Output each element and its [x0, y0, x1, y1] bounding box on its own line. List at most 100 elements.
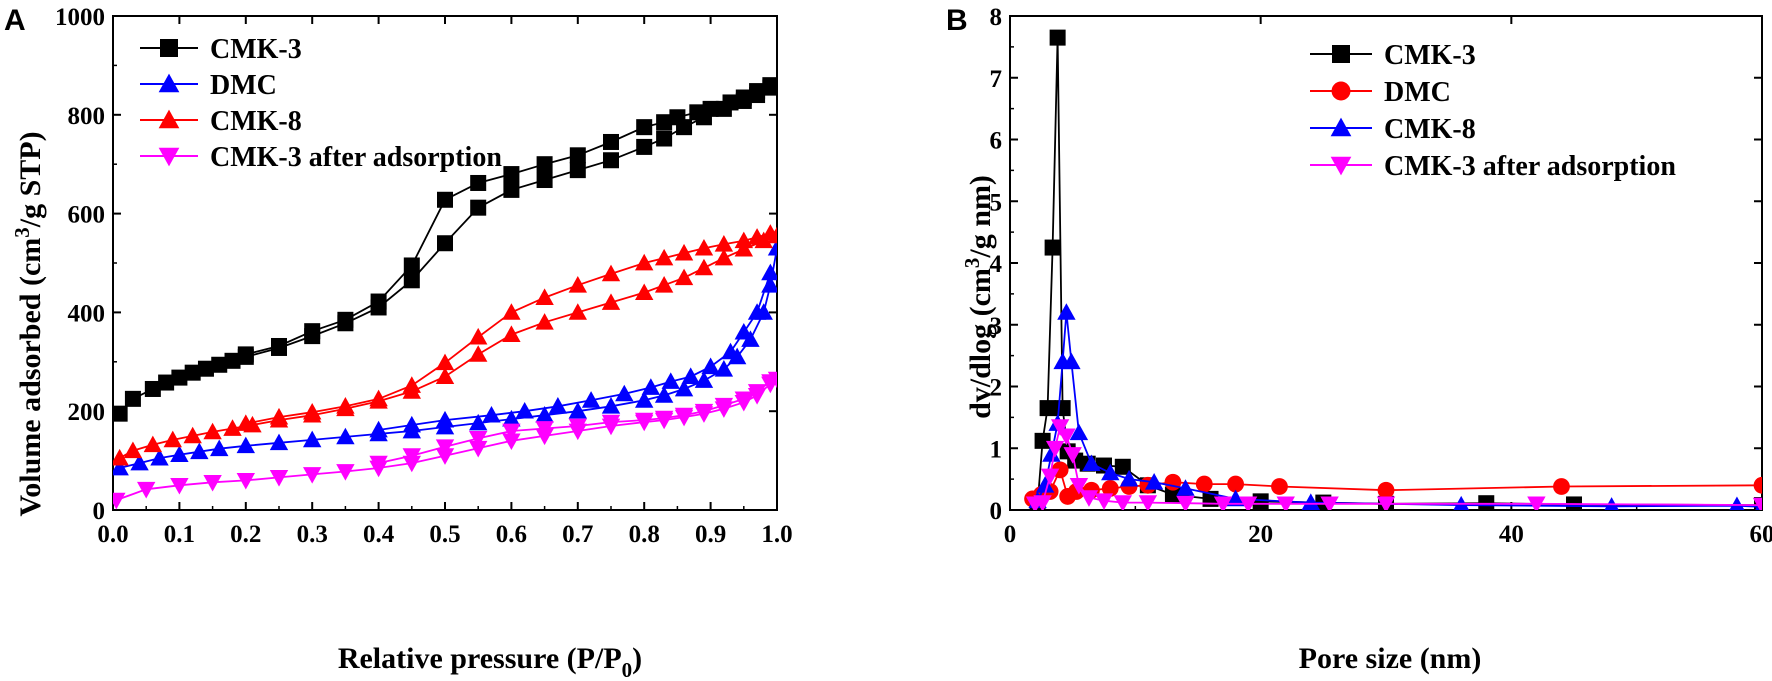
data-point-cmk-3-after-adsorption-a: [714, 397, 734, 415]
y-axis-label-a: Volume adsorbed (cm3/g STP): [10, 131, 47, 516]
data-point-cmk-3-after-adsorption-a: [674, 407, 694, 425]
legend-marker-dmc-b: [1331, 81, 1351, 101]
data-point-cmk-3-after-adsorption-b: [1376, 496, 1396, 510]
data-point-cmk-3-a: [470, 174, 487, 191]
legend-a: CMK-3 DMC CMK-8 CMK-3 after adsorption: [140, 34, 502, 173]
data-point-cmk-3-b: [1054, 400, 1071, 417]
data-point-cmk-8-a: [435, 367, 455, 384]
data-point-dmc-b: [1227, 475, 1244, 493]
legend-label-cmk-3-after-adsorption-a: CMK-3 after adsorption: [210, 142, 502, 173]
data-point-cmk-8-b: [1069, 423, 1089, 441]
data-point-cmk-8-a: [223, 419, 242, 436]
data-point-cmk-8-a: [714, 235, 734, 252]
data-point-cmk-3-a: [370, 293, 387, 310]
data-point-cmk-3-after-adsorption-a: [734, 391, 753, 409]
data-point-cmk-3-a: [735, 89, 752, 106]
legend-marker-cmk-8-b: [1330, 117, 1352, 137]
data-point-cmk-8-b: [1035, 476, 1055, 493]
data-point-cmk-3-b: [1049, 29, 1066, 46]
data-point-cmk-8-a: [535, 313, 554, 330]
legend-label-cmk-3-a: CMK-3: [210, 34, 302, 65]
data-point-cmk-3-a: [722, 94, 739, 111]
data-point-cmk-3-b: [1034, 432, 1051, 449]
data-point-cmk-8-a: [303, 402, 322, 420]
data-point-dmc-a: [502, 409, 521, 427]
data-point-dmc-a: [369, 420, 388, 438]
data-point-cmk-8-a: [143, 435, 163, 453]
legend-b: CMK-3 DMC CMK-8 CMK-3 after adsorption: [1310, 40, 1676, 182]
data-point-cmk-3-after-adsorption-a: [601, 414, 621, 432]
data-point-cmk-3-after-adsorption-a: [654, 410, 674, 428]
data-point-dmc-a: [515, 402, 534, 419]
data-point-cmk-8-a: [601, 293, 621, 310]
data-point-cmk-3-after-adsorption-b: [1050, 419, 1070, 436]
data-point-cmk-3-after-adsorption-b: [1094, 493, 1114, 510]
data-point-cmk-3-a: [271, 337, 287, 354]
data-point-dmc-a: [170, 445, 189, 463]
data-point-cmk-3-after-adsorption-a: [694, 403, 714, 421]
data-point-cmk-8-a: [502, 325, 521, 342]
data-point-dmc-a: [435, 410, 455, 428]
data-point-dmc-a: [615, 384, 634, 402]
data-point-cmk-8-a: [568, 303, 587, 320]
legend-marker-cmk-3-b: [1332, 45, 1350, 63]
data-point-cmk-3-after-adsorption-b: [1213, 496, 1233, 510]
x-tick-label-b: 20: [1248, 521, 1273, 548]
data-point-cmk-3-a: [503, 181, 520, 198]
data-point-cmk-8-a: [469, 345, 488, 362]
data-point-cmk-3-after-adsorption-a: [369, 455, 388, 473]
data-point-cmk-8-b: [1176, 479, 1195, 496]
x-tick-label-a: 0.0: [97, 521, 128, 548]
data-point-cmk-3-a: [237, 346, 254, 363]
data-point-cmk-8-a: [761, 224, 777, 241]
data-point-cmk-3-after-adsorption-a: [635, 412, 654, 430]
data-point-cmk-8-a: [568, 276, 587, 293]
plot-b: 0 20 40 60 0 1 2 3 4 5 6 7 8: [990, 4, 1772, 548]
data-point-cmk-8-a: [674, 268, 694, 286]
data-point-cmk-3-a: [437, 235, 453, 252]
data-point-cmk-8-a: [714, 248, 734, 266]
data-point-dmc-a: [761, 276, 777, 293]
data-point-cmk-3-after-adsorption-b: [1033, 495, 1052, 510]
data-point-cmk-3-a: [144, 380, 161, 397]
y-tick-label-b: 0: [990, 498, 1003, 525]
data-point-dmc-a: [469, 413, 488, 431]
data-point-cmk-3-after-adsorption-a: [761, 374, 777, 391]
data-point-dmc-b: [1195, 475, 1213, 493]
x-tick-label-b: 40: [1499, 521, 1524, 548]
data-point-cmk-8-a: [734, 239, 753, 257]
data-point-cmk-3-after-adsorption-b: [1138, 495, 1158, 510]
data-point-dmc-a: [681, 367, 700, 384]
data-point-cmk-3-after-adsorption-b: [1176, 495, 1195, 510]
data-point-cmk-3-a: [124, 390, 141, 407]
data-point-cmk-3-a: [184, 364, 201, 381]
data-point-cmk-8-a: [654, 248, 674, 266]
data-point-cmk-8-b: [1042, 445, 1061, 462]
data-point-dmc-b: [1101, 479, 1119, 497]
series-line-cmk-3-after-adsorption-b-0: [1034, 424, 1762, 506]
data-point-cmk-3-a: [304, 323, 321, 340]
data-point-dmc-a: [721, 342, 740, 360]
data-point-dmc-a: [336, 427, 355, 445]
data-point-cmk-8-a: [336, 397, 355, 414]
x-tick-label-a: 0.4: [363, 521, 395, 548]
data-point-cmk-3-after-adsorption-a: [303, 467, 322, 484]
data-point-dmc-a: [674, 379, 694, 397]
panel-b: B 0 20 40 60 0 1 2 3 4 5 6 7 8 Pore size (nm) dv/dlo…: [946, 4, 1772, 675]
data-point-cmk-3-a: [536, 172, 553, 189]
data-point-dmc-b: [1271, 478, 1288, 495]
plot-a: 0.0 0.1 0.2 0.3 0.4 0.5 0.6 0.7 0.8 0.9 1.0 0 200 400…: [55, 4, 793, 548]
x-tick-label-a: 1.0: [761, 521, 792, 548]
data-point-cmk-3-a: [437, 191, 453, 208]
data-point-cmk-3-after-adsorption-a: [402, 448, 421, 465]
data-point-cmk-3-a: [536, 156, 553, 173]
data-point-cmk-3-a: [158, 374, 175, 391]
data-point-cmk-3-after-adsorption-a: [502, 433, 521, 451]
legend-marker-cmk-3-after-adsorption-b: [1330, 156, 1352, 176]
data-point-cmk-3-a: [171, 369, 188, 386]
data-point-cmk-3-a: [689, 104, 706, 121]
data-point-cmk-3-a: [603, 133, 619, 150]
data-point-cmk-8-a: [635, 283, 654, 300]
data-point-cmk-3-a: [636, 138, 653, 155]
data-point-dmc-a: [150, 448, 169, 466]
